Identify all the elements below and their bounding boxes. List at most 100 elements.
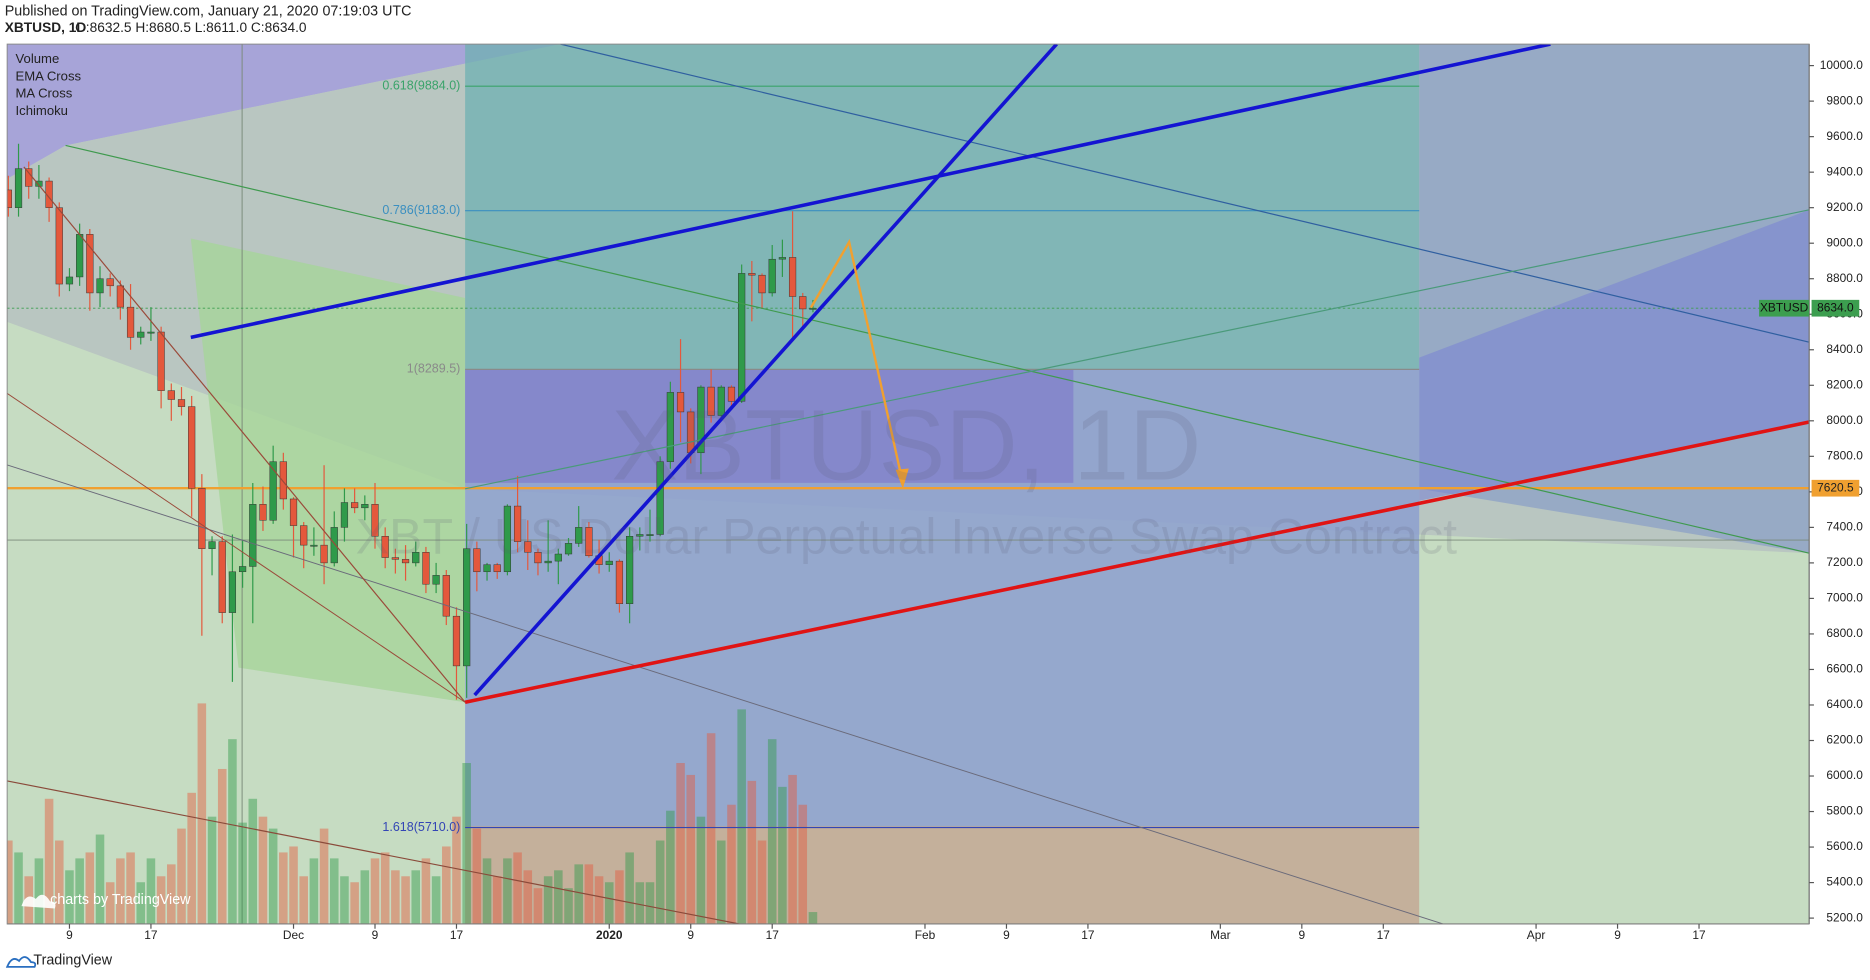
candle-body (503, 505, 512, 573)
candle-body (177, 399, 186, 407)
volume-bar (319, 828, 329, 924)
y-tick-label: 6400.0 (1826, 697, 1863, 711)
volume-bar (146, 858, 156, 924)
y-tick-label: 7800.0 (1826, 448, 1863, 462)
symbol-tag (1759, 299, 1810, 317)
candle-body (554, 553, 562, 562)
candle-body (799, 296, 807, 310)
candle-body (778, 257, 786, 260)
candle-body (55, 207, 63, 285)
fan-line (7, 393, 466, 703)
candle-body (534, 552, 542, 564)
volume-bar (380, 852, 390, 924)
x-tick-label: 17 (144, 928, 158, 942)
y-tick-label: 5400.0 (1826, 875, 1863, 889)
volume-bar (574, 864, 583, 924)
candle-body (157, 331, 165, 391)
volume-bar (299, 876, 308, 924)
volume-bar (778, 786, 787, 924)
y-tick-label: 5600.0 (1826, 839, 1863, 853)
y-tick-label: 8200.0 (1826, 377, 1863, 391)
candle-body (96, 278, 104, 294)
y-tick-label: 6600.0 (1826, 662, 1863, 676)
indicator-name: Volume (16, 51, 60, 66)
volume-bar (340, 876, 349, 924)
candle-body (585, 527, 593, 557)
volume-bar (655, 840, 665, 924)
volume-bar (747, 780, 757, 924)
fib-label: 0.786(9183.0) (382, 203, 460, 217)
y-tick-label: 9600.0 (1826, 129, 1863, 143)
footer-text: TradingView (33, 953, 112, 969)
candle-body (452, 615, 461, 667)
volume-bar (258, 816, 268, 924)
price-tag (1811, 299, 1860, 317)
candle-body (463, 548, 471, 667)
volume-bar (248, 798, 258, 924)
candle-body (401, 559, 410, 564)
candle-body (656, 461, 664, 535)
watermark: XBTUSD, 1D (611, 390, 1201, 502)
volume-bar (329, 858, 339, 924)
y-tick-label: 6800.0 (1826, 626, 1863, 640)
candle-body (14, 168, 23, 208)
candle-body (422, 552, 430, 585)
fan-line (560, 44, 1810, 343)
volume-bar (442, 846, 451, 924)
trend-line (190, 44, 1551, 340)
candle-body (768, 258, 776, 294)
candle-body (116, 285, 124, 308)
volume-bar (554, 870, 563, 924)
x-tick-label: 9 (66, 928, 73, 942)
x-tick-label: Mar (1210, 928, 1231, 942)
candle-body (126, 306, 135, 338)
price-tag (1811, 479, 1860, 497)
volume-bar (594, 876, 604, 924)
volume-bar (75, 858, 84, 924)
y-tick-label: 7400.0 (1826, 520, 1863, 534)
candle-body (361, 504, 369, 509)
candle-body (259, 504, 267, 521)
trend-line (464, 420, 1810, 704)
y-tick-label: 9800.0 (1826, 93, 1863, 107)
volume-bar (370, 858, 380, 924)
volume-bar (666, 810, 675, 924)
candle-body (809, 307, 817, 310)
volume-bar (431, 876, 441, 924)
candle-body (320, 544, 328, 564)
volume-bar (696, 816, 706, 924)
fan-zone (7, 44, 561, 179)
indicator-name: MA Cross (16, 86, 73, 101)
volume-bar (788, 774, 797, 924)
volume-bar (472, 828, 482, 924)
volume-bar (564, 888, 573, 924)
candle-layer (7, 143, 817, 700)
x-tick-label: 9 (372, 928, 379, 942)
candle-body (727, 386, 736, 402)
volume-bar (503, 858, 512, 924)
y-tick-label: 8000.0 (1826, 413, 1863, 427)
volume-bar (767, 739, 777, 924)
volume-bar (54, 840, 64, 924)
volume-bar (757, 840, 767, 924)
candle-body (25, 168, 33, 187)
candle-body (7, 189, 12, 208)
plot-frame (6, 43, 1810, 925)
volume-bar (187, 792, 196, 924)
price-tag-label: 7620.5 (1817, 480, 1854, 494)
x-tick-label: 17 (1081, 928, 1095, 942)
volume-bar (116, 858, 125, 924)
candle-body (106, 278, 114, 287)
volume-bar (492, 876, 502, 924)
candle-body (676, 392, 685, 413)
y-tick-label: 7000.0 (1826, 591, 1863, 605)
projection-path (809, 238, 904, 484)
candle-body (707, 386, 715, 416)
symbol-tag-label: XBTUSD (1760, 300, 1809, 314)
price-tag-label: 8634.0 (1817, 300, 1854, 314)
volume-bar (737, 709, 746, 924)
x-tick-label: Feb (915, 928, 936, 942)
symbol-line: XBTUSD, 1D (5, 20, 87, 35)
indicator-name: Ichimoku (16, 103, 68, 118)
volume-bar (177, 828, 186, 924)
